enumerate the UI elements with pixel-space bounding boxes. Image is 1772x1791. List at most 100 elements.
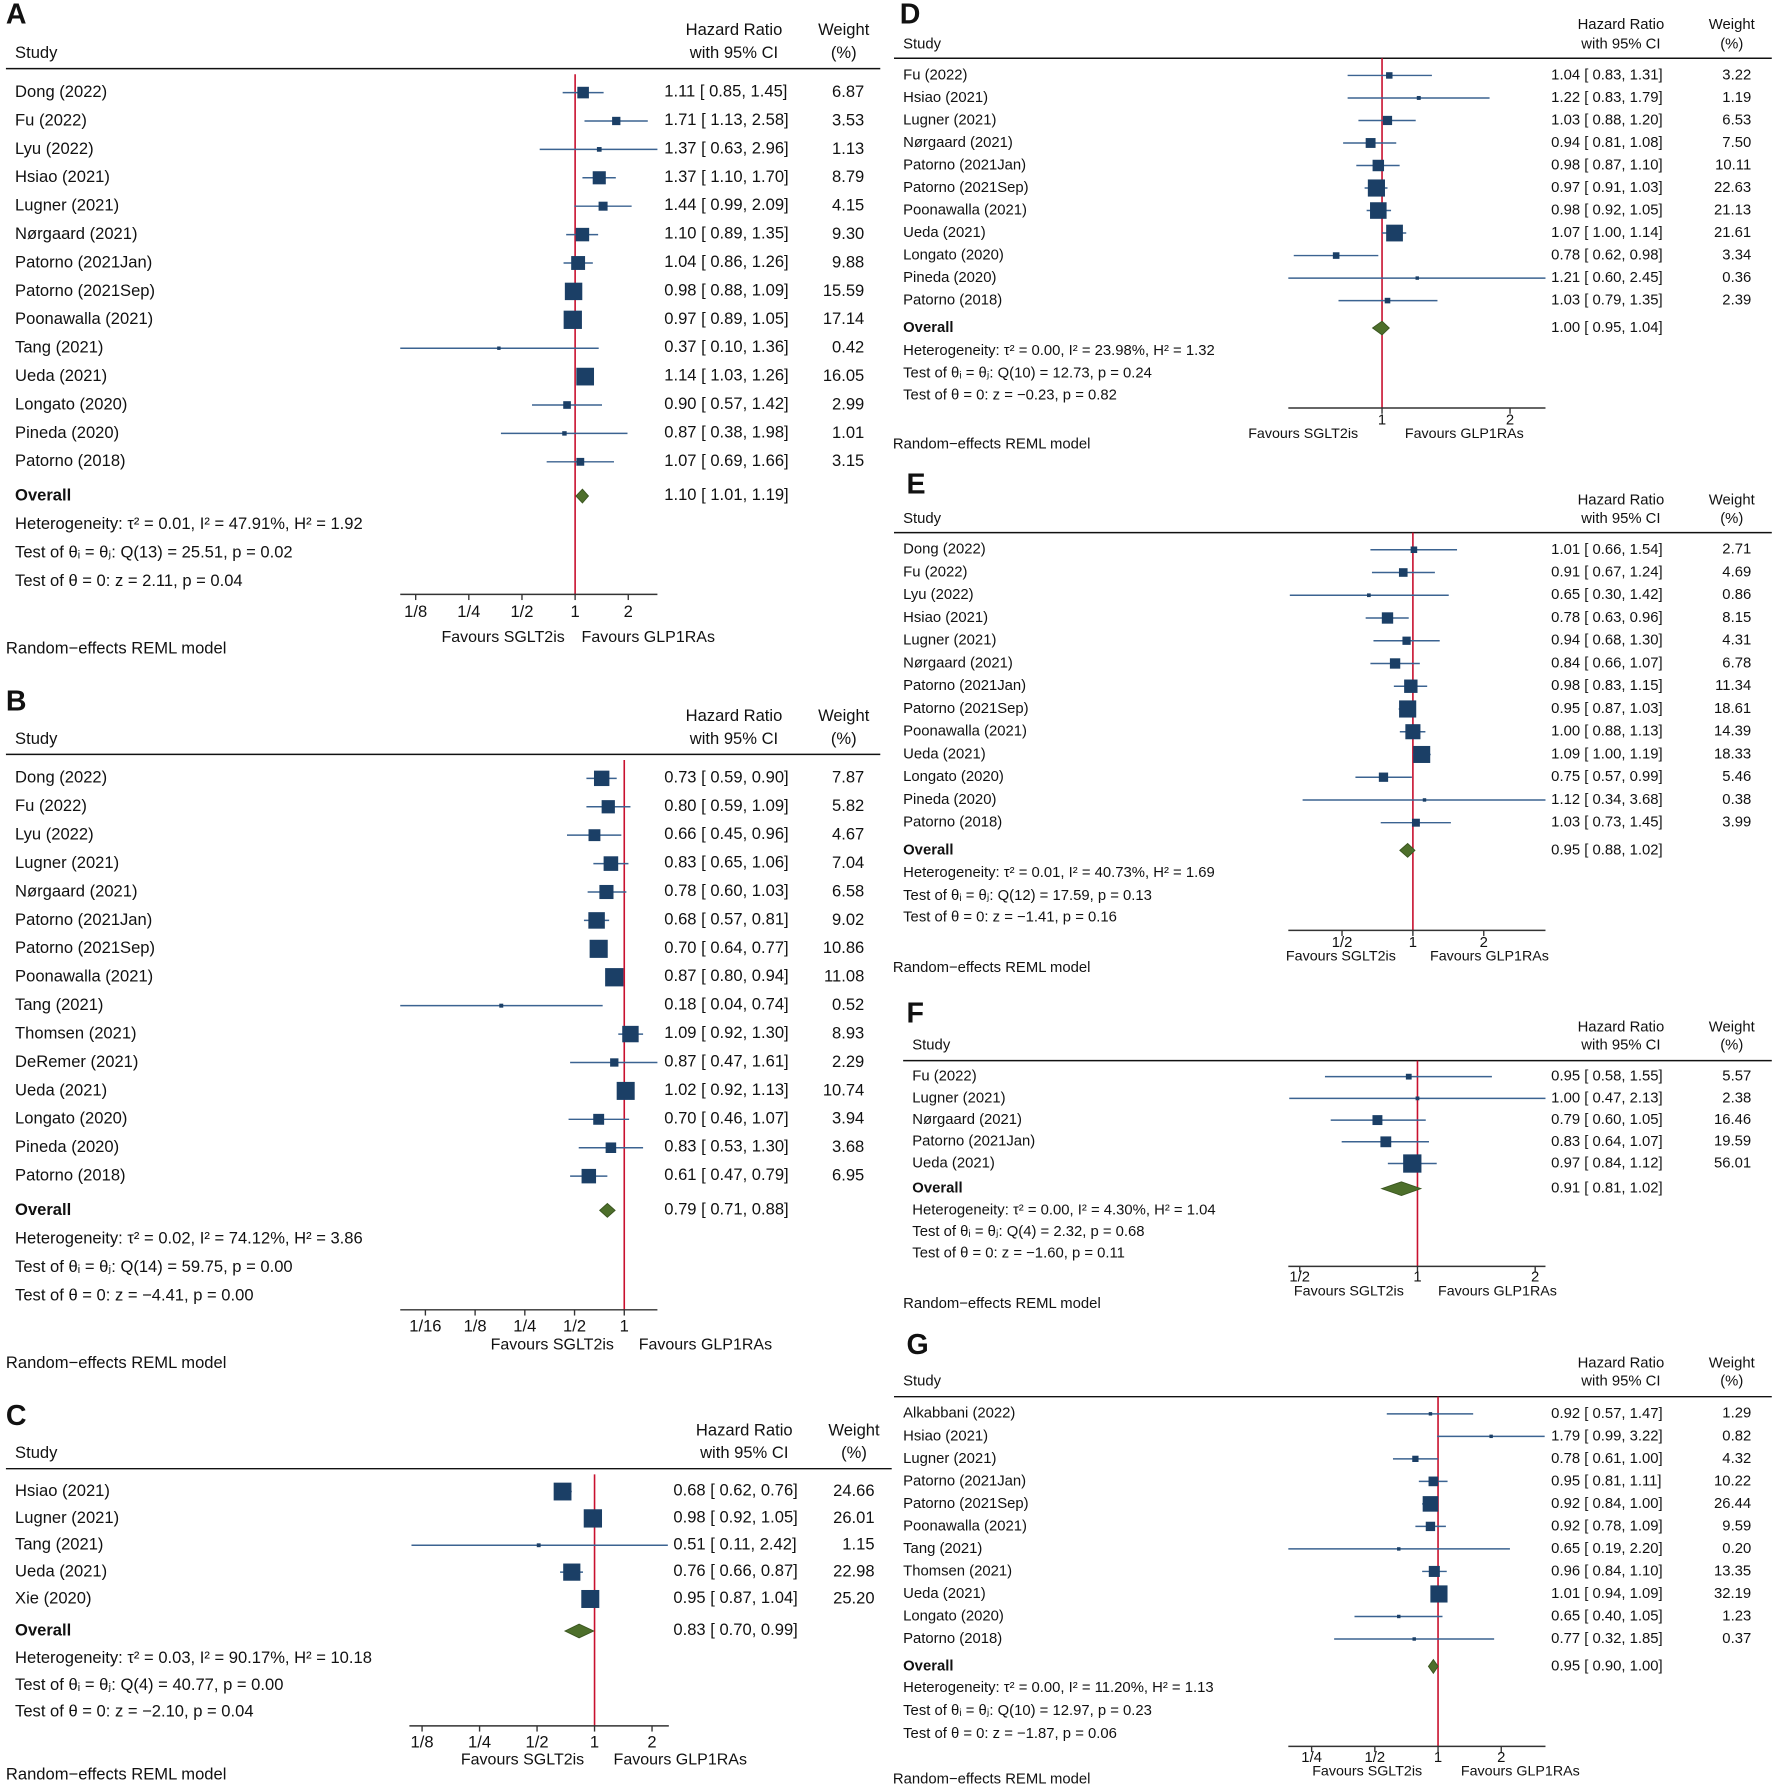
stats-line: Test of θ = 0: z = −4.41, p = 0.00 [15,1285,253,1304]
hr-hi: 0.87 [761,1562,793,1581]
study-name: Lugner (2021) [15,1508,119,1527]
hazard-ratio-header: Hazard Ratio [686,706,783,725]
study-row: Fu (2022) 0.95 [ 0.58, 1.55] 5.57 [912,1069,1751,1085]
weight-value: 6.95 [832,1166,864,1185]
x-tick-label: 2 [1497,1750,1505,1766]
effect-marker [562,431,567,436]
stats-line: Heterogeneity: τ² = 0.00, I² = 11.20%, H… [903,1680,1213,1696]
weight-value: 3.22 [1722,67,1751,83]
hr-ci-text: 0.68 [ 0.62, 0.76] [673,1481,797,1500]
study-header: Study [903,36,942,52]
stats-line: Test of θ = 0: z = −0.23, p = 0.82 [903,387,1117,403]
study-name: Lyu (2022) [903,587,973,603]
x-tick-label: 1/2 [563,1316,586,1335]
hr-hr: 0.95 [1551,1473,1580,1489]
effect-marker [593,1113,605,1125]
panel-b: B Study Hazard Ratio with 95% CI Weight (%) Do… [6,685,881,1372]
hr-lo: 0.59 [710,768,742,787]
study-header: Study [15,43,58,62]
study-row: Patorno (2021Jan) 0.98 [ 0.83, 1.15] 11.34 [903,678,1751,694]
x-tick-label: 1/2 [526,1732,549,1751]
study-row: Patorno (2021Sep) 0.97 [ 0.91, 1.03] 22.63 [903,179,1751,197]
study-name: Nørgaard (2021) [903,655,1013,671]
hr-hi: 1.55 [1630,1069,1659,1085]
hr-hi: 1.26 [752,252,784,271]
hr-lo: 0.47 [710,1052,742,1071]
overall-hr: 0.95 [1551,842,1580,858]
hr-ci-text: 0.98 [ 0.92, 1.05] [1551,202,1662,218]
hr-lo: 0.62 [719,1481,751,1500]
panel-letter: A [6,0,27,31]
study-header: Study [15,1443,58,1462]
hr-ci-text: 0.73 [ 0.59, 0.90] [664,768,788,787]
hr-hr: 1.00 [1551,724,1580,740]
hr-ci-text: 0.83 [ 0.65, 1.06] [664,853,788,872]
hr-lo: 0.38 [710,423,742,442]
study-row: Ueda (2021) 0.76 [ 0.66, 0.87] 22.98 [15,1562,875,1581]
hr-ci-text: 1.03 [ 0.79, 1.35] [1551,293,1662,309]
study-row: Ueda (2021) 1.01 [ 0.94, 1.09] 32.19 [903,1585,1751,1603]
effect-marker [1384,297,1391,304]
hr-lo: 1.00 [1592,746,1621,762]
hr-hr: 1.11 [664,82,695,101]
study-name: Longato (2020) [15,1109,127,1128]
weight-value: 11.08 [824,967,864,986]
hr-hi: 0.90 [752,768,784,787]
study-name: Lugner (2021) [912,1090,1005,1106]
weight-value: 18.33 [1714,746,1751,762]
effect-marker [603,856,619,871]
study-name: Ueda (2021) [15,366,107,385]
hr-ci-text: 0.97 [ 0.91, 1.03] [1551,180,1662,196]
hr-ci-text: 0.92 [ 0.57, 1.47] [1551,1406,1662,1422]
overall-lo: 0.81 [1592,1181,1621,1197]
study-row: Pineda (2020) 1.21 [ 0.60, 2.45] 0.36 [903,270,1751,286]
hr-ci-text: 1.03 [ 0.88, 1.20] [1551,112,1662,128]
study-name: Ueda (2021) [903,225,986,241]
effect-marker [1416,95,1421,100]
hr-ci-text: 0.83 [ 0.53, 1.30] [664,1137,788,1156]
weight-value: 2.39 [1722,293,1751,309]
study-name: Longato (2020) [15,394,127,413]
hr-ci-text: 0.70 [ 0.46, 1.07] [664,1109,788,1128]
study-header: Study [903,511,942,527]
study-name: Fu (2022) [15,796,87,815]
weight-value: 0.82 [1722,1428,1751,1444]
study-name: Patorno (2018) [903,815,1002,831]
weight-value: 9.88 [832,252,864,271]
study-name: Patorno (2021Jan) [15,252,152,271]
study-row: Hsiao (2021) 0.68 [ 0.62, 0.76] 24.66 [15,1481,875,1501]
effect-marker [1405,1073,1412,1080]
hr-lo: 0.84 [1592,1155,1621,1171]
ci-header: with 95% CI [689,729,778,748]
study-name: Hsiao (2021) [15,167,110,186]
hr-hr: 0.78 [1551,247,1580,263]
hr-hr: 0.92 [1551,1496,1580,1512]
study-row: Patorno (2018) 1.03 [ 0.79, 1.35] 2.39 [903,293,1751,309]
weight-value: 14.39 [1714,724,1751,740]
study-row: Pineda (2020) 0.87 [ 0.38, 1.98] 1.01 [15,423,864,442]
hr-lo: 0.59 [710,796,742,815]
weight-value: 10.86 [823,938,864,957]
effect-marker [564,282,583,301]
weight-value: 21.13 [1714,202,1751,218]
study-row: Fu (2022) 0.91 [ 0.67, 1.24] 4.69 [903,564,1751,580]
hr-hi: 1.11 [1630,1473,1658,1489]
ci-header: with 95% CI [699,1443,788,1462]
study-name: Patorno (2021Sep) [15,281,155,300]
study-name: Poonawalla (2021) [15,309,153,328]
favours-sglt2is-label: Favours SGLT2is [441,629,564,646]
study-name: Patorno (2021Sep) [15,938,155,957]
study-row: Hsiao (2021) 0.78 [ 0.63, 0.96] 8.15 [903,610,1751,626]
weight-value: 22.63 [1714,180,1751,196]
hr-ci-text: 0.61 [ 0.47, 0.79] [664,1166,788,1185]
weight-value: 26.44 [1714,1496,1751,1512]
hr-hr: 0.83 [664,1137,696,1156]
hr-hi: 1.13 [1630,724,1659,740]
hr-ci-text: 0.98 [ 0.87, 1.10] [1551,157,1662,173]
hr-ci-text: 0.66 [ 0.45, 0.96] [664,825,788,844]
study-row: Patorno (2018) 0.61 [ 0.47, 0.79] 6.95 [15,1166,864,1185]
stats-line: Test of θᵢ = θⱼ: Q(4) = 2.32, p = 0.68 [912,1224,1144,1240]
hr-hi: 1.06 [752,853,784,872]
hr-lo: 0.58 [1592,1069,1621,1085]
hr-hi: 1.47 [1630,1406,1659,1422]
